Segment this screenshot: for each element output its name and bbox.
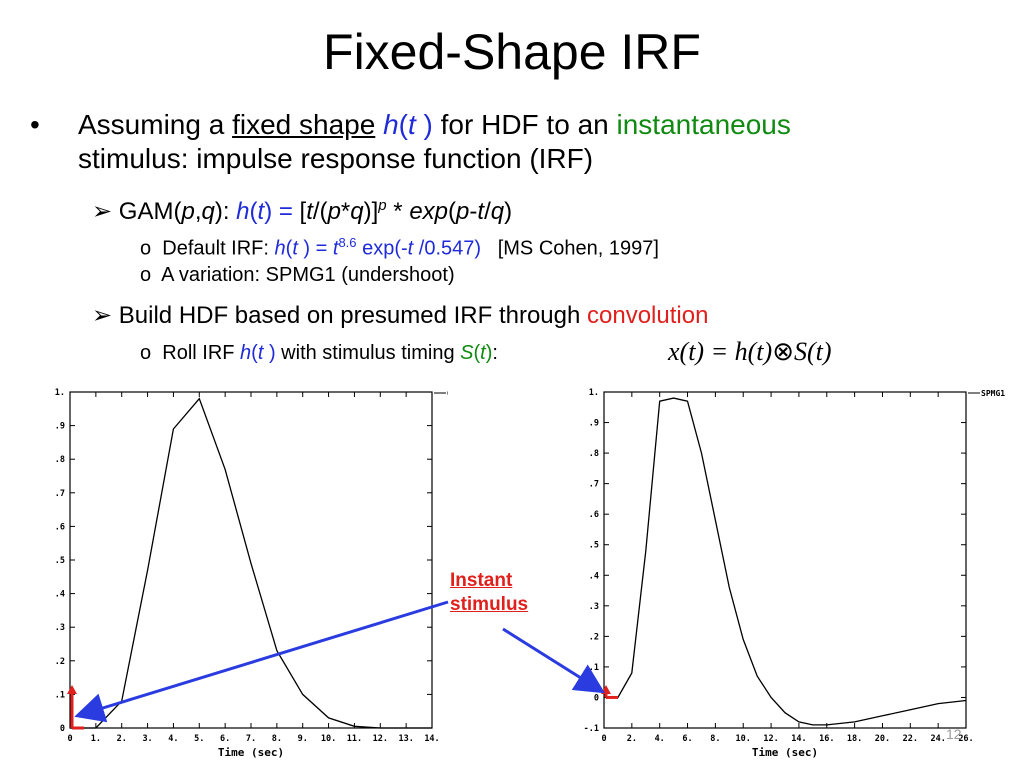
- x-tick-label: 9.: [298, 734, 308, 744]
- instantaneous-text: instantaneous: [616, 109, 791, 140]
- sub-bullet-2: ➢ Build HDF based on presumed IRF throug…: [92, 302, 709, 329]
- sub-bullet-1: ➢ GAM(p,q): h(t) = [t/(p*q)]p * exp(p-t/…: [92, 197, 513, 225]
- x-tick-label: 26.: [958, 734, 973, 744]
- y-tick-label: -.1: [584, 724, 599, 734]
- x-tick-label: 11.: [347, 734, 362, 744]
- x-tick-label: 7.: [246, 734, 256, 744]
- y-tick-label: .2: [589, 632, 599, 642]
- y-tick-label: .4: [589, 571, 599, 581]
- x-tick-label: 10.: [736, 734, 751, 744]
- x-tick-label: 18.: [847, 734, 862, 744]
- series-line-0: [70, 397, 432, 729]
- x-tick-label: 16.: [819, 734, 834, 744]
- y-tick-label: .1: [55, 690, 65, 700]
- y-tick-label: 0: [60, 724, 65, 734]
- y-tick-label: .9: [589, 419, 599, 429]
- x-tick-label: 12.: [763, 734, 778, 744]
- y-tick-label: .7: [55, 489, 65, 499]
- fixed-shape-text: fixed shape: [232, 109, 376, 140]
- x-tick-label: 1.: [91, 734, 101, 744]
- x-tick-label: 0: [67, 734, 72, 744]
- x-tick-label: 2.: [117, 734, 127, 744]
- y-tick-label: 0: [594, 693, 599, 703]
- gam-chart: 0 1. 2. 3. 4. 5. 6. 7. 8. 9. 10. 11. 12. 13. 14. 0 .1 .2.…: [55, 388, 448, 759]
- slide-title: Fixed-Shape IRF: [323, 24, 701, 80]
- bullet-1-line-2: stimulus: impulse response function (IRF…: [78, 143, 594, 174]
- bullet-1-text: Assuming a fixed shape h(t ) for HDF to …: [78, 109, 791, 140]
- bullet-marker: •: [30, 109, 40, 140]
- y-tick-label: .5: [55, 556, 65, 566]
- x-tick-label: 5.: [194, 734, 204, 744]
- chart-0: 0 1. 2. 3. 4. 5. 6. 7. 8. 9. 10. 11. 12. 13. 14. 0 .1 .2.…: [55, 388, 448, 759]
- y-tick-label: .3: [589, 602, 599, 612]
- sub-sub-bullet-2a: o Roll IRF h(t ) with stimulus timing S(…: [140, 342, 498, 364]
- x-axis-label: Time (sec): [218, 746, 284, 759]
- y-tick-label: .8: [589, 449, 599, 459]
- x-tick-label: 8.: [272, 734, 282, 744]
- x-tick-label: 0: [601, 734, 606, 744]
- y-tick-label: .7: [589, 480, 599, 490]
- y-tick-label: .8: [55, 455, 65, 465]
- x-tick-label: 3.: [142, 734, 152, 744]
- y-tick-label: .5: [589, 541, 599, 551]
- convolution-formula: x(t) = h(t)⊗S(t): [668, 337, 832, 366]
- sub-sub-bullet-1a: o Default IRF: h(t ) = t8.6 exp(-t /0.54…: [140, 235, 659, 260]
- x-tick-label: 22.: [903, 734, 918, 744]
- chart-1: 0 2. 4. 6. 8. 10. 12. 14. 16. 18. 20. 22. 24. 26.-.10…: [584, 388, 1006, 759]
- x-tick-label: 12.: [373, 734, 388, 744]
- callout-arrow-left: [74, 600, 449, 723]
- y-tick-label: .6: [55, 522, 65, 532]
- page-number: 12: [946, 726, 962, 742]
- x-tick-label: 8.: [710, 734, 720, 744]
- legend-label: SPMG1: [981, 389, 1005, 398]
- y-tick-label: .4: [55, 590, 65, 600]
- x-tick-label: 4.: [655, 734, 665, 744]
- x-tick-label: 6.: [682, 734, 692, 744]
- plot-frame: [603, 391, 967, 729]
- x-tick-label: 24.: [930, 734, 945, 744]
- stimulus-impulse-head: [67, 685, 77, 695]
- series-line-0: [604, 397, 967, 726]
- x-tick-label: 10.: [321, 734, 336, 744]
- y-tick-label: .9: [55, 422, 65, 432]
- x-tick-label: 20.: [875, 734, 890, 744]
- y-tick-label: 1.: [55, 388, 65, 398]
- citation: [MS Cohen, 1997]: [497, 237, 659, 260]
- callout-arrow-right: [502, 627, 606, 694]
- sub-sub-bullet-1b: o A variation: SPMG1 (undershoot): [140, 264, 455, 286]
- instant-stimulus-callout: Instant stimulus: [450, 570, 529, 615]
- x-tick-label: 2.: [627, 734, 637, 744]
- y-tick-label: 1.: [589, 388, 599, 398]
- x-axis-label: Time (sec): [752, 746, 818, 759]
- legend-label: GAM: [447, 389, 448, 398]
- y-tick-label: .6: [589, 510, 599, 520]
- x-tick-label: 4.: [168, 734, 178, 744]
- y-tick-label: .3: [55, 623, 65, 633]
- x-tick-label: 6.: [220, 734, 230, 744]
- convolution-text: convolution: [587, 302, 709, 329]
- spmg1-chart: 0 2. 4. 6. 8. 10. 12. 14. 16. 18. 20. 22. 24. 26.-.10…: [584, 388, 1006, 759]
- x-tick-label: 14.: [424, 734, 439, 744]
- x-tick-label: 13.: [398, 734, 413, 744]
- x-tick-label: 14.: [791, 734, 806, 744]
- bullet-1-line-1: •: [30, 108, 40, 142]
- y-tick-label: .2: [55, 657, 65, 667]
